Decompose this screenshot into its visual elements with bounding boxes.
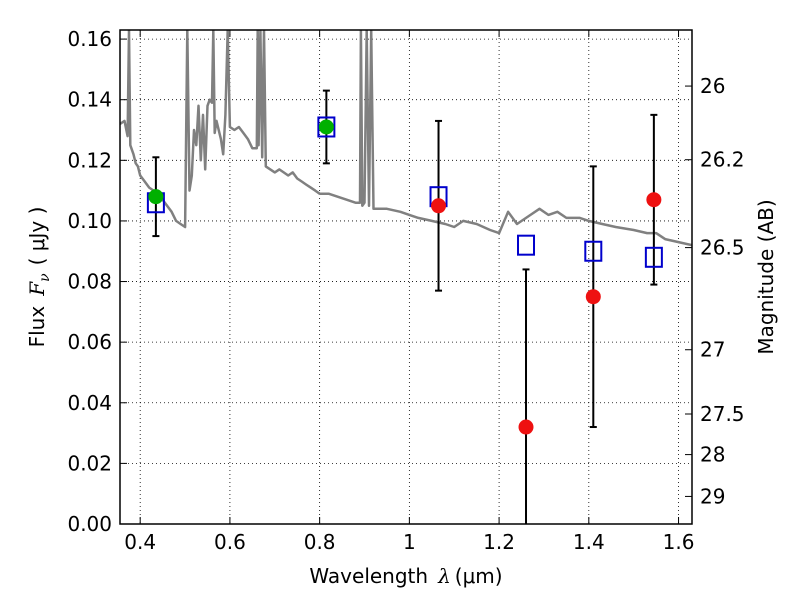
red-data-point [585, 289, 601, 305]
right-axis-label: Magnitude (AB) [754, 199, 778, 354]
model-spectrum [120, 30, 692, 247]
right-tick-label: 28 [700, 443, 725, 467]
plot-frame [119, 29, 693, 525]
green-data-point [148, 189, 164, 205]
model-square-point [517, 234, 536, 256]
right-tick-label: 26 [700, 74, 725, 98]
y-tick-label: 0.08 [67, 270, 112, 294]
right-tick-label: 26.2 [700, 148, 745, 172]
red-data-point [431, 198, 447, 214]
y-tick-label: 0.02 [67, 451, 112, 475]
y-tick-label: 0.04 [67, 391, 112, 415]
x-tick-label: 1.4 [573, 530, 605, 554]
x-tick-label: 1 [403, 530, 416, 554]
model-square-point [644, 246, 663, 268]
y-tick-label: 0.10 [67, 209, 112, 233]
markers [146, 116, 663, 435]
model-square-point [584, 240, 603, 262]
x-tick-label: 1.2 [483, 530, 515, 554]
x-axis-label: Wavelength λ (μm) [309, 564, 502, 588]
y-tick-label: 0.06 [67, 330, 112, 354]
x-tick-label: 0.8 [304, 530, 336, 554]
y-tick-label: 0.12 [67, 148, 112, 172]
model-square-point [317, 116, 336, 138]
right-tick-label: 29 [700, 484, 725, 508]
red-data-point [518, 419, 534, 435]
x-tick-label: 0.6 [214, 530, 246, 554]
y-tick-label: 0.00 [67, 512, 112, 536]
right-tick-label: 26.5 [700, 236, 745, 260]
y-tick-label: 0.16 [67, 27, 112, 51]
right-tick-label: 27.5 [700, 402, 745, 426]
x-axis-ticks: 0.4 0.6 0.8 1 1.2 1.4 1.6 [124, 30, 694, 554]
x-tick-label: 0.4 [124, 530, 156, 554]
green-data-point [318, 119, 334, 135]
y-axis-ticks: 0.00 0.02 0.04 0.06 0.08 0.10 0.12 0.14 0.16 [67, 27, 127, 536]
plot-background [120, 30, 692, 524]
x-tick-label: 1.6 [663, 530, 695, 554]
y-axis-label: FluxFν( μJy ) [25, 207, 53, 348]
right-tick-label: 27 [700, 338, 725, 362]
model-spectrum-line [120, 30, 692, 247]
right-axis-ticks: 26 26.2 26.5 27 27.5 28 29 [685, 74, 745, 508]
red-data-point [646, 192, 662, 208]
y-tick-label: 0.14 [67, 88, 112, 112]
